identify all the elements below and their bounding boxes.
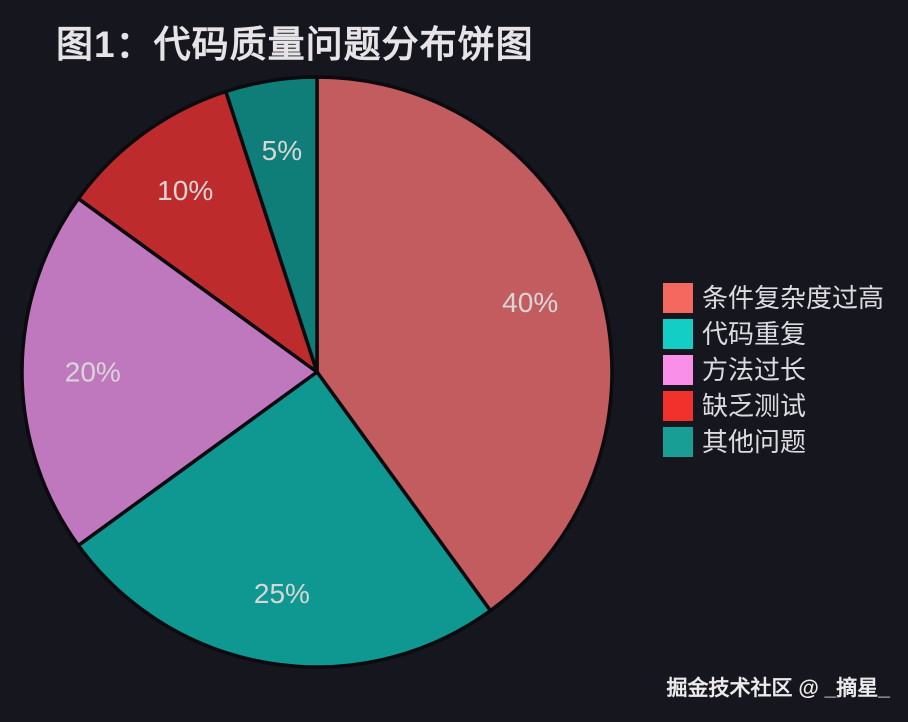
pie-slice-4 xyxy=(76,89,319,374)
pie-slice-pct-label-3: 20% xyxy=(65,357,121,388)
legend-label-4: 缺乏测试 xyxy=(702,391,807,421)
legend-swatch-2 xyxy=(663,319,693,349)
chart-title: 图1：代码质量问题分布饼图 xyxy=(56,24,534,65)
legend-swatch-4 xyxy=(663,391,693,421)
legend-swatch-5 xyxy=(663,427,693,457)
pie-slice-pct-label-4: 10% xyxy=(157,175,213,206)
pie-slice-pct-label-5: 5% xyxy=(262,135,302,166)
legend-item-2: 代码重复 xyxy=(663,319,884,349)
legend-swatch-3 xyxy=(663,355,693,385)
pie-slice-2 xyxy=(76,370,493,669)
legend-swatch-1 xyxy=(663,283,693,313)
pie-slice-3 xyxy=(20,196,319,548)
legend-label-5: 其他问题 xyxy=(702,427,807,457)
pie-slice-pct-label-2: 25% xyxy=(254,578,310,609)
pie-slice-pct-label-1: 40% xyxy=(502,287,558,318)
legend-item-5: 其他问题 xyxy=(663,427,884,457)
legend-label-3: 方法过长 xyxy=(702,355,807,385)
legend-label-2: 代码重复 xyxy=(702,319,807,349)
legend-item-1: 条件复杂度过高 xyxy=(663,283,884,313)
pie-svg: 40% 25% 20% 10% 5% xyxy=(20,75,614,669)
pie-slice-1 xyxy=(315,75,614,613)
pie-slice-5 xyxy=(224,75,319,374)
chart-legend: 条件复杂度过高 代码重复方法过长缺乏测试其他问题 xyxy=(663,283,884,463)
pie-chart: 40% 25% 20% 10% 5% xyxy=(18,73,616,671)
footer-credit: 掘金技术社区 @ _摘星_ xyxy=(666,677,890,700)
legend-item-3: 方法过长 xyxy=(663,355,884,385)
legend-item-4: 缺乏测试 xyxy=(663,391,884,421)
legend-label-1: 条件复杂度过高 xyxy=(702,283,885,313)
